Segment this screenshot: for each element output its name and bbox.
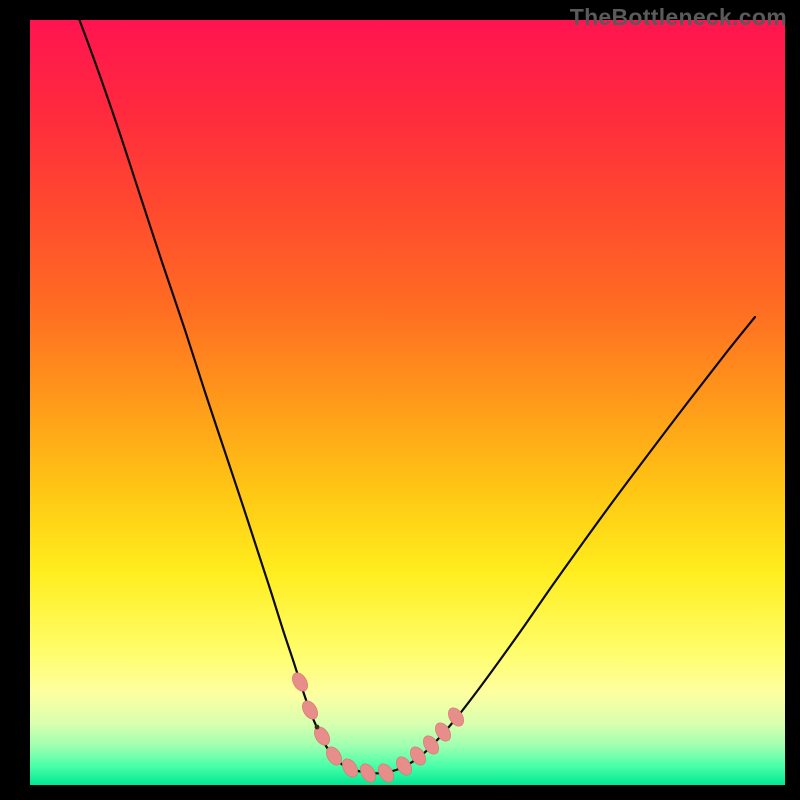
plot-area: [30, 20, 785, 785]
chart-frame: TheBottleneck.com: [0, 0, 800, 800]
gradient-background: [30, 20, 785, 785]
chart-svg: [30, 20, 785, 785]
watermark-text: TheBottleneck.com: [570, 4, 787, 31]
curve-dot: [315, 725, 320, 730]
